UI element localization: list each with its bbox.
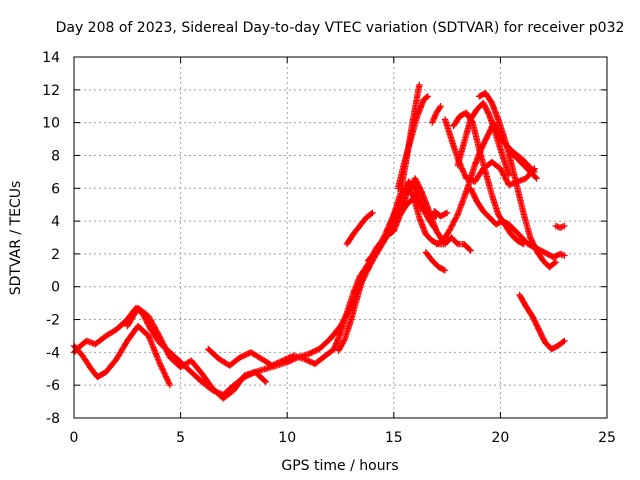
- plus-markers: [343, 209, 376, 248]
- plus-markers: [552, 222, 568, 231]
- plus-markers: [394, 93, 432, 192]
- y-tick-label: 8: [51, 148, 60, 164]
- plus-markers: [429, 103, 444, 126]
- series-sat-q: [454, 99, 513, 179]
- y-tick-label: 14: [42, 50, 60, 66]
- series-sat-t: [501, 139, 540, 182]
- x-tick-label: 15: [385, 430, 403, 446]
- x-tick-label: 25: [598, 430, 616, 446]
- series-sat-m: [431, 208, 451, 220]
- series-sat-l: [429, 103, 444, 126]
- y-tick-label: -8: [46, 411, 60, 427]
- x-tick-label: 5: [176, 430, 185, 446]
- plus-markers: [431, 208, 451, 220]
- series-sat-f: [343, 209, 376, 248]
- y-tick-label: 6: [51, 181, 60, 197]
- data-points: [70, 81, 568, 402]
- x-tick-labels: 0 5 10 15 20 25: [70, 430, 616, 446]
- series-sat-e: [335, 257, 376, 354]
- y-tick-label: 10: [42, 116, 60, 132]
- y-tick-label: -2: [46, 313, 60, 329]
- x-axis-label: GPS time / hours: [281, 458, 398, 474]
- y-tick-labels: -8 -6 -4 -2 0 2 4 6 8 10 12 14: [42, 50, 60, 427]
- plus-markers: [450, 109, 528, 248]
- series-sat-c: [124, 304, 270, 402]
- plus-markers: [516, 291, 568, 353]
- plus-markers: [454, 99, 513, 179]
- y-axis-label: SDTVAR / TECUs: [8, 181, 24, 296]
- series-sat-p: [450, 109, 528, 248]
- x-tick-label: 20: [491, 430, 509, 446]
- y-tick-label: 0: [51, 280, 60, 296]
- y-tick-label: -6: [46, 378, 60, 394]
- x-tick-label: 0: [70, 430, 79, 446]
- y-tick-label: 4: [51, 214, 60, 230]
- y-tick-label: 2: [51, 247, 60, 263]
- plus-markers: [205, 193, 440, 369]
- plus-markers: [124, 304, 270, 402]
- series-sat-i: [394, 93, 432, 192]
- plus-markers: [501, 139, 540, 182]
- y-tick-label: -4: [46, 345, 60, 361]
- y-tick-label: 12: [42, 83, 60, 99]
- series-sat-k: [422, 249, 449, 274]
- x-tick-label: 10: [278, 430, 296, 446]
- series-sat-u: [516, 291, 568, 353]
- plot-frame: [73, 56, 608, 419]
- plus-markers: [422, 249, 449, 274]
- plus-markers: [403, 185, 474, 254]
- series-sat-v: [552, 222, 568, 231]
- series-sat-d: [205, 193, 440, 369]
- plus-markers: [335, 257, 376, 354]
- series-sat-j: [403, 185, 474, 254]
- chart-title: Day 208 of 2023, Sidereal Day-to-day VTE…: [56, 20, 625, 36]
